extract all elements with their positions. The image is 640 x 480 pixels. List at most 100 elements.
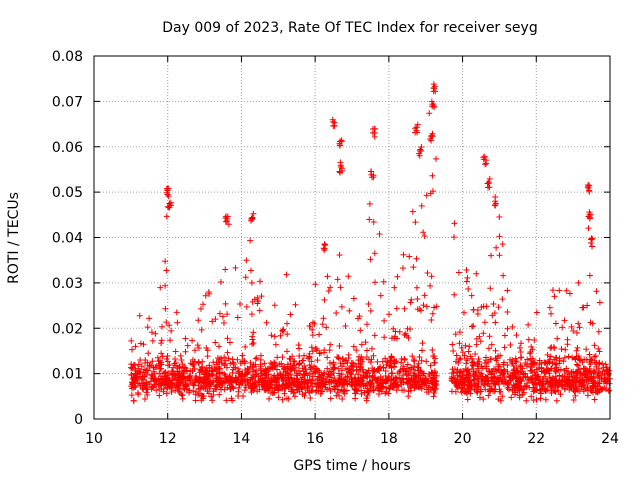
data-point xyxy=(480,396,487,403)
data-point xyxy=(457,355,464,362)
data-point xyxy=(245,368,252,375)
data-point xyxy=(279,396,286,403)
data-point xyxy=(135,361,142,368)
y-axis-label: ROTI / TECUs xyxy=(6,192,22,284)
data-point xyxy=(379,383,386,390)
data-point xyxy=(223,364,230,371)
data-point xyxy=(166,200,173,207)
data-point xyxy=(163,390,170,397)
data-point xyxy=(474,311,481,318)
data-point xyxy=(200,393,207,400)
data-point xyxy=(204,353,211,360)
data-point xyxy=(222,300,229,307)
data-point xyxy=(296,345,303,352)
data-point xyxy=(327,395,334,402)
data-point xyxy=(472,351,479,358)
data-point xyxy=(411,381,418,388)
data-point xyxy=(264,381,271,388)
data-point xyxy=(512,355,519,362)
data-point xyxy=(452,358,459,365)
data-point xyxy=(363,381,370,388)
data-point xyxy=(552,388,559,395)
data-point xyxy=(275,386,282,393)
data-point xyxy=(323,324,330,331)
data-point xyxy=(172,387,179,394)
data-point xyxy=(509,356,516,363)
data-point xyxy=(305,355,312,362)
data-point xyxy=(271,333,278,340)
data-point xyxy=(319,388,326,395)
data-point xyxy=(235,384,242,391)
data-point xyxy=(192,397,199,404)
data-point xyxy=(152,364,159,371)
data-point xyxy=(400,265,407,272)
data-point xyxy=(516,392,523,399)
data-point xyxy=(320,315,327,322)
data-point xyxy=(465,348,472,355)
data-point xyxy=(423,382,430,389)
data-point xyxy=(190,388,197,395)
data-point xyxy=(372,279,379,286)
data-point xyxy=(202,292,209,299)
data-point xyxy=(229,356,236,363)
data-point xyxy=(209,397,216,404)
data-point xyxy=(423,192,430,199)
data-point xyxy=(481,153,488,160)
data-point xyxy=(336,140,343,147)
data-point xyxy=(592,353,599,360)
data-point xyxy=(602,361,609,368)
data-point xyxy=(527,377,534,384)
data-point xyxy=(517,340,524,347)
data-point xyxy=(329,116,336,123)
data-point xyxy=(411,370,418,377)
data-point xyxy=(146,363,153,370)
data-point xyxy=(364,347,371,354)
data-point xyxy=(415,379,422,386)
data-point xyxy=(340,388,347,395)
data-point xyxy=(504,362,511,369)
data-point xyxy=(501,344,508,351)
data-point xyxy=(573,347,580,354)
data-point xyxy=(367,384,374,391)
data-point xyxy=(562,385,569,392)
data-point xyxy=(229,369,236,376)
data-point xyxy=(240,393,247,400)
data-point xyxy=(496,233,503,240)
data-point xyxy=(516,344,523,351)
data-point xyxy=(212,316,219,323)
data-point xyxy=(324,354,331,361)
data-point xyxy=(584,302,591,309)
data-point xyxy=(290,381,297,388)
data-point xyxy=(431,372,438,379)
data-point xyxy=(206,370,213,377)
chart-title: Day 009 of 2023, Rate Of TEC Index for r… xyxy=(162,20,537,36)
data-point xyxy=(566,290,573,297)
data-point xyxy=(131,362,138,369)
data-point xyxy=(209,318,216,325)
data-point xyxy=(376,230,383,237)
data-point xyxy=(418,357,425,364)
data-point xyxy=(266,385,273,392)
data-point xyxy=(158,323,165,330)
data-point xyxy=(585,185,592,192)
data-point xyxy=(462,342,469,349)
data-point xyxy=(312,365,319,372)
data-point xyxy=(156,370,163,377)
data-point xyxy=(586,351,593,358)
data-point xyxy=(481,377,488,384)
data-point xyxy=(355,375,362,382)
data-point xyxy=(417,368,424,375)
data-point xyxy=(341,388,348,395)
data-point xyxy=(364,321,371,328)
data-point xyxy=(268,379,275,386)
data-point xyxy=(475,380,482,387)
data-point xyxy=(384,378,391,385)
data-point xyxy=(323,386,330,393)
data-point xyxy=(227,339,234,346)
data-point xyxy=(517,348,524,355)
data-point xyxy=(398,359,405,366)
data-point xyxy=(172,355,179,362)
data-point xyxy=(416,378,423,385)
data-point xyxy=(453,369,460,376)
data-point xyxy=(189,368,196,375)
